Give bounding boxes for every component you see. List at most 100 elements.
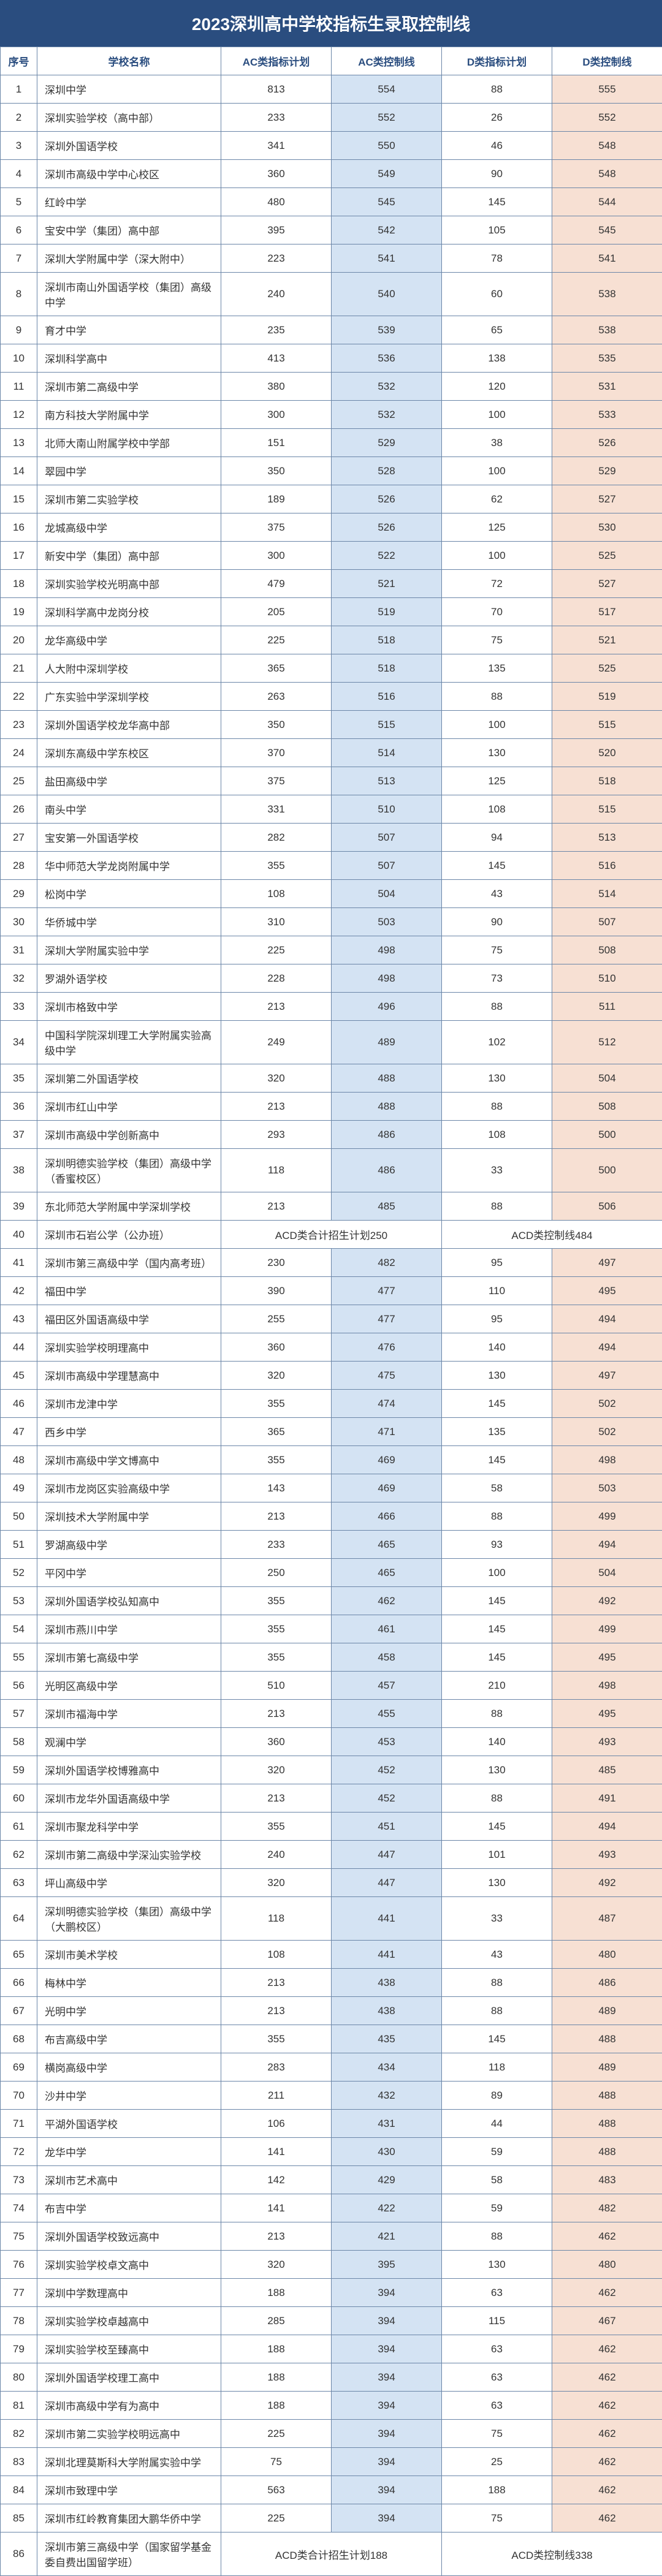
cell-ac-plan: 355 (221, 852, 332, 880)
table-row: 41深圳市第三高级中学（国内高考班）23048295497 (1, 1249, 662, 1277)
cell-name: 深圳市红山中学 (37, 1093, 221, 1121)
cell-seq: 3 (1, 132, 37, 160)
cell-d-plan: 100 (442, 401, 552, 429)
cell-name: 深圳外国语学校理工高中 (37, 2363, 221, 2392)
table-row: 13北师大南山附属学校中学部15152938526 (1, 429, 662, 457)
cell-ac-ctrl: 526 (332, 485, 442, 513)
cell-name: 深圳市美术学校 (37, 1941, 221, 1969)
cell-seq: 5 (1, 188, 37, 216)
cell-d-ctrl: 480 (552, 1941, 662, 1969)
cell-ac-ctrl: 545 (332, 188, 442, 216)
cell-seq: 4 (1, 160, 37, 188)
cell-d-ctrl: 488 (552, 2110, 662, 2138)
table-row: 18深圳实验学校光明高中部47952172527 (1, 570, 662, 598)
cell-d-plan: 62 (442, 485, 552, 513)
cell-d-ctrl: 498 (552, 1672, 662, 1700)
cell-name: 深圳市第三高级中学（国家留学基金委自费出国留学班） (37, 2532, 221, 2576)
cell-ac-plan: 563 (221, 2476, 332, 2504)
cell-seq: 1 (1, 75, 37, 104)
cell-d-plan: 145 (442, 1446, 552, 1474)
cell-ac-plan: 365 (221, 1418, 332, 1446)
cell-seq: 26 (1, 795, 37, 824)
cell-seq: 59 (1, 1756, 37, 1784)
cell-d-ctrl: 488 (552, 2025, 662, 2053)
cell-ac-ctrl: 422 (332, 2194, 442, 2222)
table-row: 79深圳实验学校至臻高中18839463462 (1, 2335, 662, 2363)
cell-name: 深圳市福海中学 (37, 1700, 221, 1728)
cell-d-plan: 88 (442, 75, 552, 104)
cell-ac-plan: 395 (221, 216, 332, 244)
cell-seq: 82 (1, 2420, 37, 2448)
cell-d-ctrl: 519 (552, 683, 662, 711)
cell-ac-plan: 365 (221, 654, 332, 683)
table-row: 30华侨城中学31050390507 (1, 908, 662, 936)
cell-name: 深圳科学高中 (37, 344, 221, 373)
cell-d-plan: 145 (442, 188, 552, 216)
cell-ac-plan: 143 (221, 1474, 332, 1502)
cell-ac-ctrl: 532 (332, 401, 442, 429)
cell-d-plan: 101 (442, 1841, 552, 1869)
cell-seq: 13 (1, 429, 37, 457)
cell-name: 深圳中学 (37, 75, 221, 104)
table-row: 78深圳实验学校卓越高中285394115467 (1, 2307, 662, 2335)
cell-d-ctrl: 500 (552, 1121, 662, 1149)
cell-seq: 28 (1, 852, 37, 880)
cell-d-ctrl: 493 (552, 1728, 662, 1756)
cell-d-ctrl: 513 (552, 824, 662, 852)
cell-d-plan: 58 (442, 2166, 552, 2194)
cell-ac-ctrl: 516 (332, 683, 442, 711)
cell-name: 华侨城中学 (37, 908, 221, 936)
cell-seq: 27 (1, 824, 37, 852)
cell-name: 横岗高级中学 (37, 2053, 221, 2082)
cell-name: 深圳北理莫斯科大学附属实验中学 (37, 2448, 221, 2476)
cell-seq: 16 (1, 513, 37, 542)
cell-ac-plan: 360 (221, 160, 332, 188)
cell-d-plan: 60 (442, 273, 552, 316)
data-table: 序号 学校名称 AC类指标计划 AC类控制线 D类指标计划 D类控制线 1深圳中… (0, 47, 662, 2576)
cell-ac-plan: 263 (221, 683, 332, 711)
cell-d-ctrl: 515 (552, 711, 662, 739)
cell-d-ctrl: 462 (552, 2448, 662, 2476)
cell-d-ctrl: 506 (552, 1192, 662, 1221)
cell-ac-plan: 360 (221, 1333, 332, 1362)
cell-d-ctrl: 462 (552, 2504, 662, 2532)
cell-ac-plan: 188 (221, 2335, 332, 2363)
cell-seq: 77 (1, 2279, 37, 2307)
header-d-plan: D类指标计划 (442, 47, 552, 75)
cell-d-plan: 33 (442, 1149, 552, 1192)
table-row: 77深圳中学数理高中18839463462 (1, 2279, 662, 2307)
table-row: 7深圳大学附属中学（深大附中）22354178541 (1, 244, 662, 273)
cell-ac-ctrl: 542 (332, 216, 442, 244)
cell-d-ctrl: 499 (552, 1502, 662, 1531)
cell-ac-ctrl: 465 (332, 1559, 442, 1587)
table-row: 82深圳市第二实验学校明远高中22539475462 (1, 2420, 662, 2448)
cell-d-ctrl: 495 (552, 1643, 662, 1672)
cell-ac-ctrl: 430 (332, 2138, 442, 2166)
cell-seq: 56 (1, 1672, 37, 1700)
table-row: 52平冈中学250465100504 (1, 1559, 662, 1587)
cell-d-ctrl: 527 (552, 485, 662, 513)
cell-d-ctrl: 525 (552, 654, 662, 683)
cell-ac-ctrl: 554 (332, 75, 442, 104)
cell-ac-plan: 189 (221, 485, 332, 513)
table-row: 31深圳大学附属实验中学22549875508 (1, 936, 662, 964)
table-row: 19深圳科学高中龙岗分校20551970517 (1, 598, 662, 626)
cell-seq: 76 (1, 2251, 37, 2279)
cell-d-plan: 145 (442, 2025, 552, 2053)
table-row: 11深圳市第二高级中学380532120531 (1, 373, 662, 401)
cell-seq: 42 (1, 1277, 37, 1305)
cell-ac-plan: 230 (221, 1249, 332, 1277)
cell-ac-ctrl: 452 (332, 1784, 442, 1813)
cell-name: 南头中学 (37, 795, 221, 824)
cell-ac-ctrl: 529 (332, 429, 442, 457)
cell-seq: 37 (1, 1121, 37, 1149)
cell-d-ctrl: 545 (552, 216, 662, 244)
cell-ac-plan: 355 (221, 1587, 332, 1615)
cell-d-ctrl: 502 (552, 1418, 662, 1446)
cell-d-plan: 75 (442, 2420, 552, 2448)
cell-ac-ctrl: 394 (332, 2307, 442, 2335)
table-row: 25盐田高级中学375513125518 (1, 767, 662, 795)
cell-ac-ctrl: 518 (332, 626, 442, 654)
cell-d-ctrl: 485 (552, 1756, 662, 1784)
cell-seq: 61 (1, 1813, 37, 1841)
